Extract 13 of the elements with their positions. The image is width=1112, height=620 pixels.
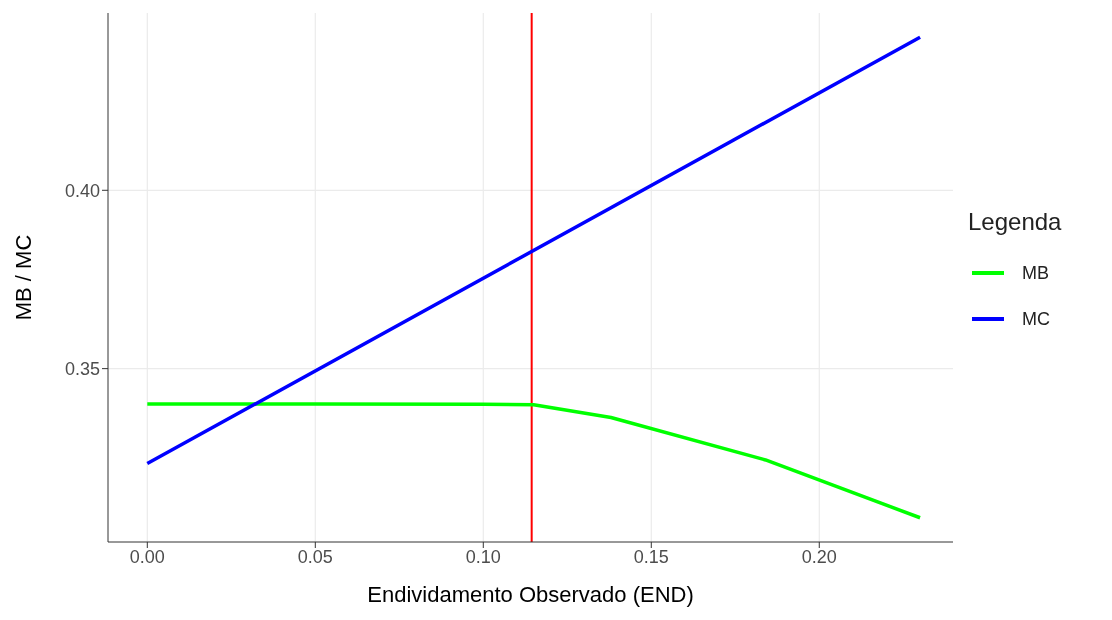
- x-tick-label: 0.05: [297, 546, 333, 567]
- x-tick-label: 0.00: [129, 546, 165, 567]
- x-tick-label: 0.10: [465, 546, 501, 567]
- legend-label: MB: [1022, 262, 1049, 284]
- x-tick-label: 0.20: [801, 546, 837, 567]
- x-axis-title: Endividamento Observado (END): [367, 582, 694, 607]
- y-axis-title: MB / MC: [10, 234, 36, 321]
- legend-title: Legenda: [968, 208, 1062, 236]
- y-tick-label: 0.35: [64, 359, 100, 380]
- legend-label: MC: [1022, 308, 1050, 330]
- x-tick-label: 0.15: [633, 546, 669, 567]
- line-series: [145, 402, 922, 520]
- y-tick-label: 0.40: [64, 180, 100, 201]
